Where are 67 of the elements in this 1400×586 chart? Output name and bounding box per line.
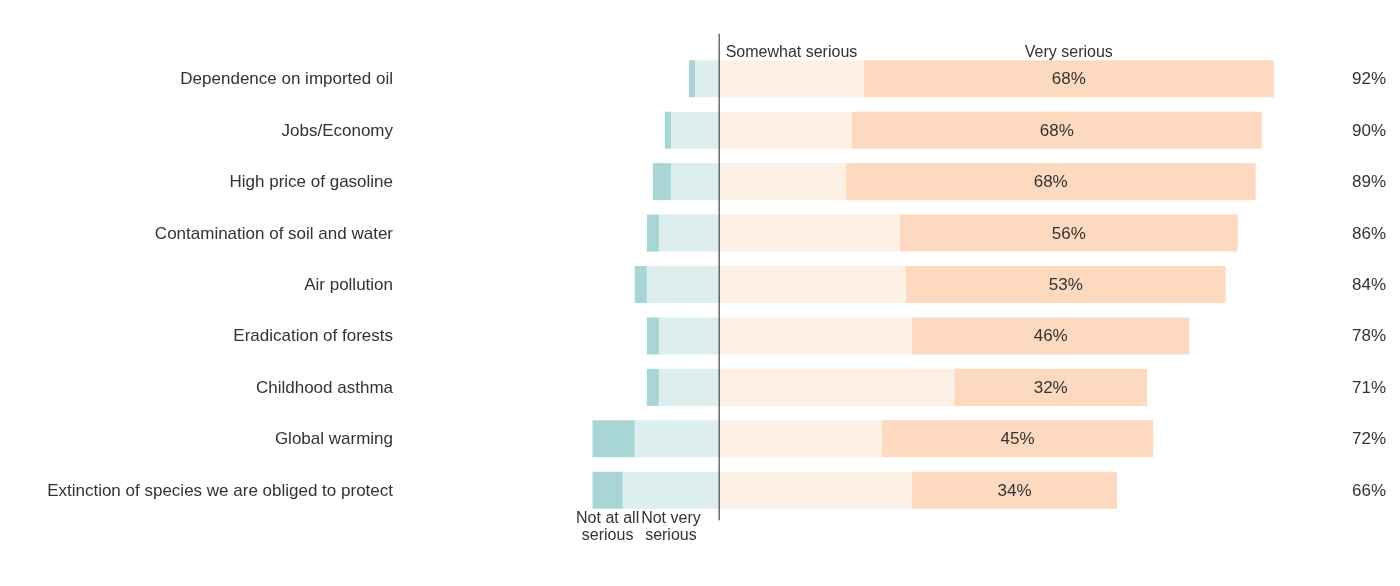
text: 72% bbox=[1351, 429, 1386, 449]
bar bbox=[863, 60, 1274, 98]
bar bbox=[719, 317, 913, 355]
data-label: 32% bbox=[1033, 377, 1068, 397]
data-label: 68% bbox=[1039, 120, 1074, 140]
bar bbox=[646, 214, 659, 252]
data-label: 53% bbox=[1048, 275, 1083, 294]
y-tick-label: High price of gasoline bbox=[229, 172, 393, 192]
bar bbox=[881, 420, 1154, 458]
y-tick-label: Eradication of forests bbox=[233, 326, 393, 346]
y-tick-label: Jobs/Economy bbox=[281, 120, 394, 140]
text: 71% bbox=[1351, 377, 1386, 397]
bar bbox=[658, 214, 720, 252]
y-tick-label: Extinction of species we are obliged to protect bbox=[47, 480, 394, 500]
bar bbox=[652, 163, 671, 201]
series-label: Somewhat serious bbox=[725, 42, 858, 60]
bar bbox=[646, 368, 659, 406]
bar bbox=[719, 60, 864, 98]
text: 90% bbox=[1351, 120, 1386, 140]
bar bbox=[906, 265, 1226, 304]
bar bbox=[670, 163, 720, 201]
bar bbox=[719, 420, 882, 458]
text: 84% bbox=[1351, 275, 1386, 294]
bar bbox=[689, 60, 696, 98]
text: 92% bbox=[1351, 69, 1386, 89]
bar bbox=[622, 471, 720, 509]
text: 89% bbox=[1351, 172, 1386, 192]
bar bbox=[658, 317, 720, 355]
bar bbox=[658, 368, 720, 406]
y-tick-label: Contamination of soil and water bbox=[154, 223, 394, 243]
text: 66% bbox=[1351, 480, 1386, 500]
bar bbox=[954, 368, 1148, 406]
data-label: 56% bbox=[1051, 223, 1086, 243]
bar bbox=[646, 265, 720, 304]
text: 78% bbox=[1351, 326, 1386, 346]
bar bbox=[719, 111, 852, 149]
data-label: 45% bbox=[1000, 429, 1035, 449]
bar bbox=[912, 317, 1190, 355]
y-tick-label: Air pollution bbox=[304, 275, 393, 294]
y-tick-label: Global warming bbox=[274, 429, 393, 449]
bar bbox=[719, 265, 907, 304]
series-label: Not at all serious bbox=[576, 509, 640, 544]
bar bbox=[719, 368, 955, 406]
bar bbox=[634, 420, 720, 458]
bar bbox=[719, 163, 846, 201]
bar bbox=[646, 317, 659, 355]
bar bbox=[670, 111, 720, 149]
bar bbox=[664, 111, 671, 149]
bar bbox=[592, 420, 635, 458]
y-tick-label: Dependence on imported oil bbox=[180, 69, 393, 89]
data-label: 46% bbox=[1033, 326, 1068, 346]
series-label: Not very serious bbox=[641, 509, 701, 544]
data-label: 68% bbox=[1033, 172, 1068, 192]
bar bbox=[719, 214, 900, 252]
bar bbox=[695, 60, 720, 98]
bar bbox=[719, 471, 913, 509]
y-tick-label: Childhood asthma bbox=[255, 377, 394, 397]
bar bbox=[900, 214, 1238, 252]
series-label: Very serious bbox=[1024, 42, 1113, 60]
bar bbox=[912, 471, 1118, 509]
data-label: 34% bbox=[997, 480, 1032, 500]
bar bbox=[851, 111, 1262, 149]
bar bbox=[592, 471, 623, 509]
bar bbox=[634, 265, 647, 304]
text: 86% bbox=[1351, 223, 1386, 243]
bar bbox=[845, 163, 1256, 201]
data-label: 68% bbox=[1051, 69, 1086, 89]
